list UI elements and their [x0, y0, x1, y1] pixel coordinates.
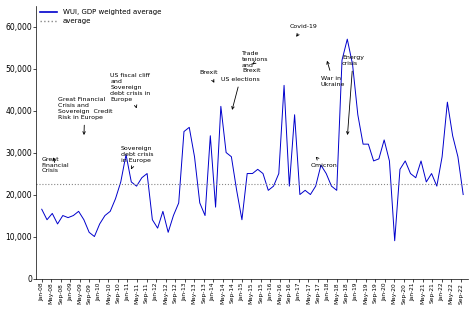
Text: Sovereign
debt crisis
in Europe: Sovereign debt crisis in Europe — [121, 146, 153, 169]
Text: Great Financial
Crisis and
Sovereign  Credit
Risk in Europe: Great Financial Crisis and Sovereign Cre… — [57, 97, 112, 134]
Text: Brexit: Brexit — [200, 70, 219, 82]
Text: US elections: US elections — [221, 77, 260, 109]
Text: Covid-19: Covid-19 — [289, 24, 317, 36]
Text: Great
Financial
Crisis: Great Financial Crisis — [42, 157, 69, 173]
Text: War in
Ukraine: War in Ukraine — [321, 62, 346, 86]
Text: Trade
tensions
and
Brexit: Trade tensions and Brexit — [242, 51, 268, 73]
Text: Energy
crisis: Energy crisis — [342, 55, 364, 134]
Legend: WUI, GDP weighted average, average: WUI, GDP weighted average, average — [40, 9, 161, 24]
Text: US fiscal cliff
and
Sovereign
debt crisis in
Europe: US fiscal cliff and Sovereign debt crisi… — [110, 73, 150, 108]
Text: Omicron: Omicron — [310, 157, 337, 168]
